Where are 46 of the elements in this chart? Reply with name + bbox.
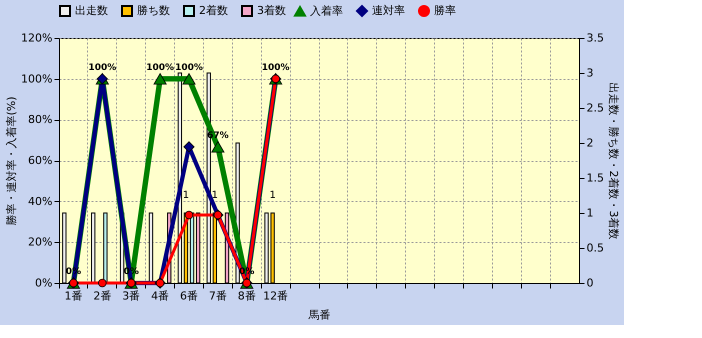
y2-axis-title: 出走数・勝ち数・2着数・3着数 (606, 82, 620, 240)
y2-tick-label: 3.5 (586, 32, 604, 44)
y2-tick-label: 0 (586, 276, 594, 290)
data-label: 100% (88, 62, 116, 73)
y2-tick-label: 2.5 (586, 102, 604, 114)
y-tick-label: 40% (28, 194, 52, 208)
y-tick-label: 60% (28, 154, 52, 167)
x-axis-title: 馬番 (308, 308, 330, 322)
legend-label: 2着数 (199, 4, 228, 17)
x-tick-label: 4番 (151, 290, 170, 302)
data-label: 100% (146, 62, 174, 73)
point (182, 73, 196, 85)
y-tick-label: 80% (28, 113, 52, 126)
data-label: 1 (269, 190, 276, 201)
point (183, 141, 195, 152)
x-tick-label: 6番 (180, 290, 198, 302)
y-tick-label: 120% (21, 32, 52, 44)
y2-tick-label: 1 (586, 206, 594, 220)
y2-tick-label: 3 (586, 66, 594, 80)
y-tick-label: 20% (28, 236, 52, 249)
legend-label: 連対率 (372, 4, 405, 17)
x-tick-label: 1番 (64, 290, 82, 302)
data-label: 0% (124, 267, 139, 277)
legend-label: 勝ち数 (137, 4, 170, 17)
data-label: 0% (239, 267, 254, 277)
legend-label: 3着数 (257, 4, 286, 17)
y-axis-title: 勝率・連対率・入着率(%) (5, 96, 18, 226)
data-label: 100% (175, 62, 203, 73)
point (211, 141, 224, 153)
x-tick-label: 3番 (122, 290, 140, 302)
x-tick-label: 12番 (263, 290, 288, 302)
legend-label: 出走数 (75, 4, 108, 17)
data-label: 1 (182, 190, 190, 201)
legend-label: 入着率 (310, 4, 343, 18)
x-tick-label: 8番 (238, 290, 256, 302)
y-tick-label: 100% (21, 72, 52, 86)
data-label: 100% (262, 62, 290, 73)
x-tick-label: 7番 (208, 290, 227, 302)
y-tick-label: 0% (35, 276, 52, 290)
legend-label: 勝率 (434, 4, 456, 17)
point (154, 73, 167, 85)
y2-tick-label: 1.5 (586, 172, 604, 184)
data-label: 1 (212, 190, 218, 201)
y2-tick-label: 0.5 (586, 242, 604, 254)
y2-tick-label: 2 (586, 136, 594, 150)
x-tick-label: 2番 (93, 290, 112, 302)
